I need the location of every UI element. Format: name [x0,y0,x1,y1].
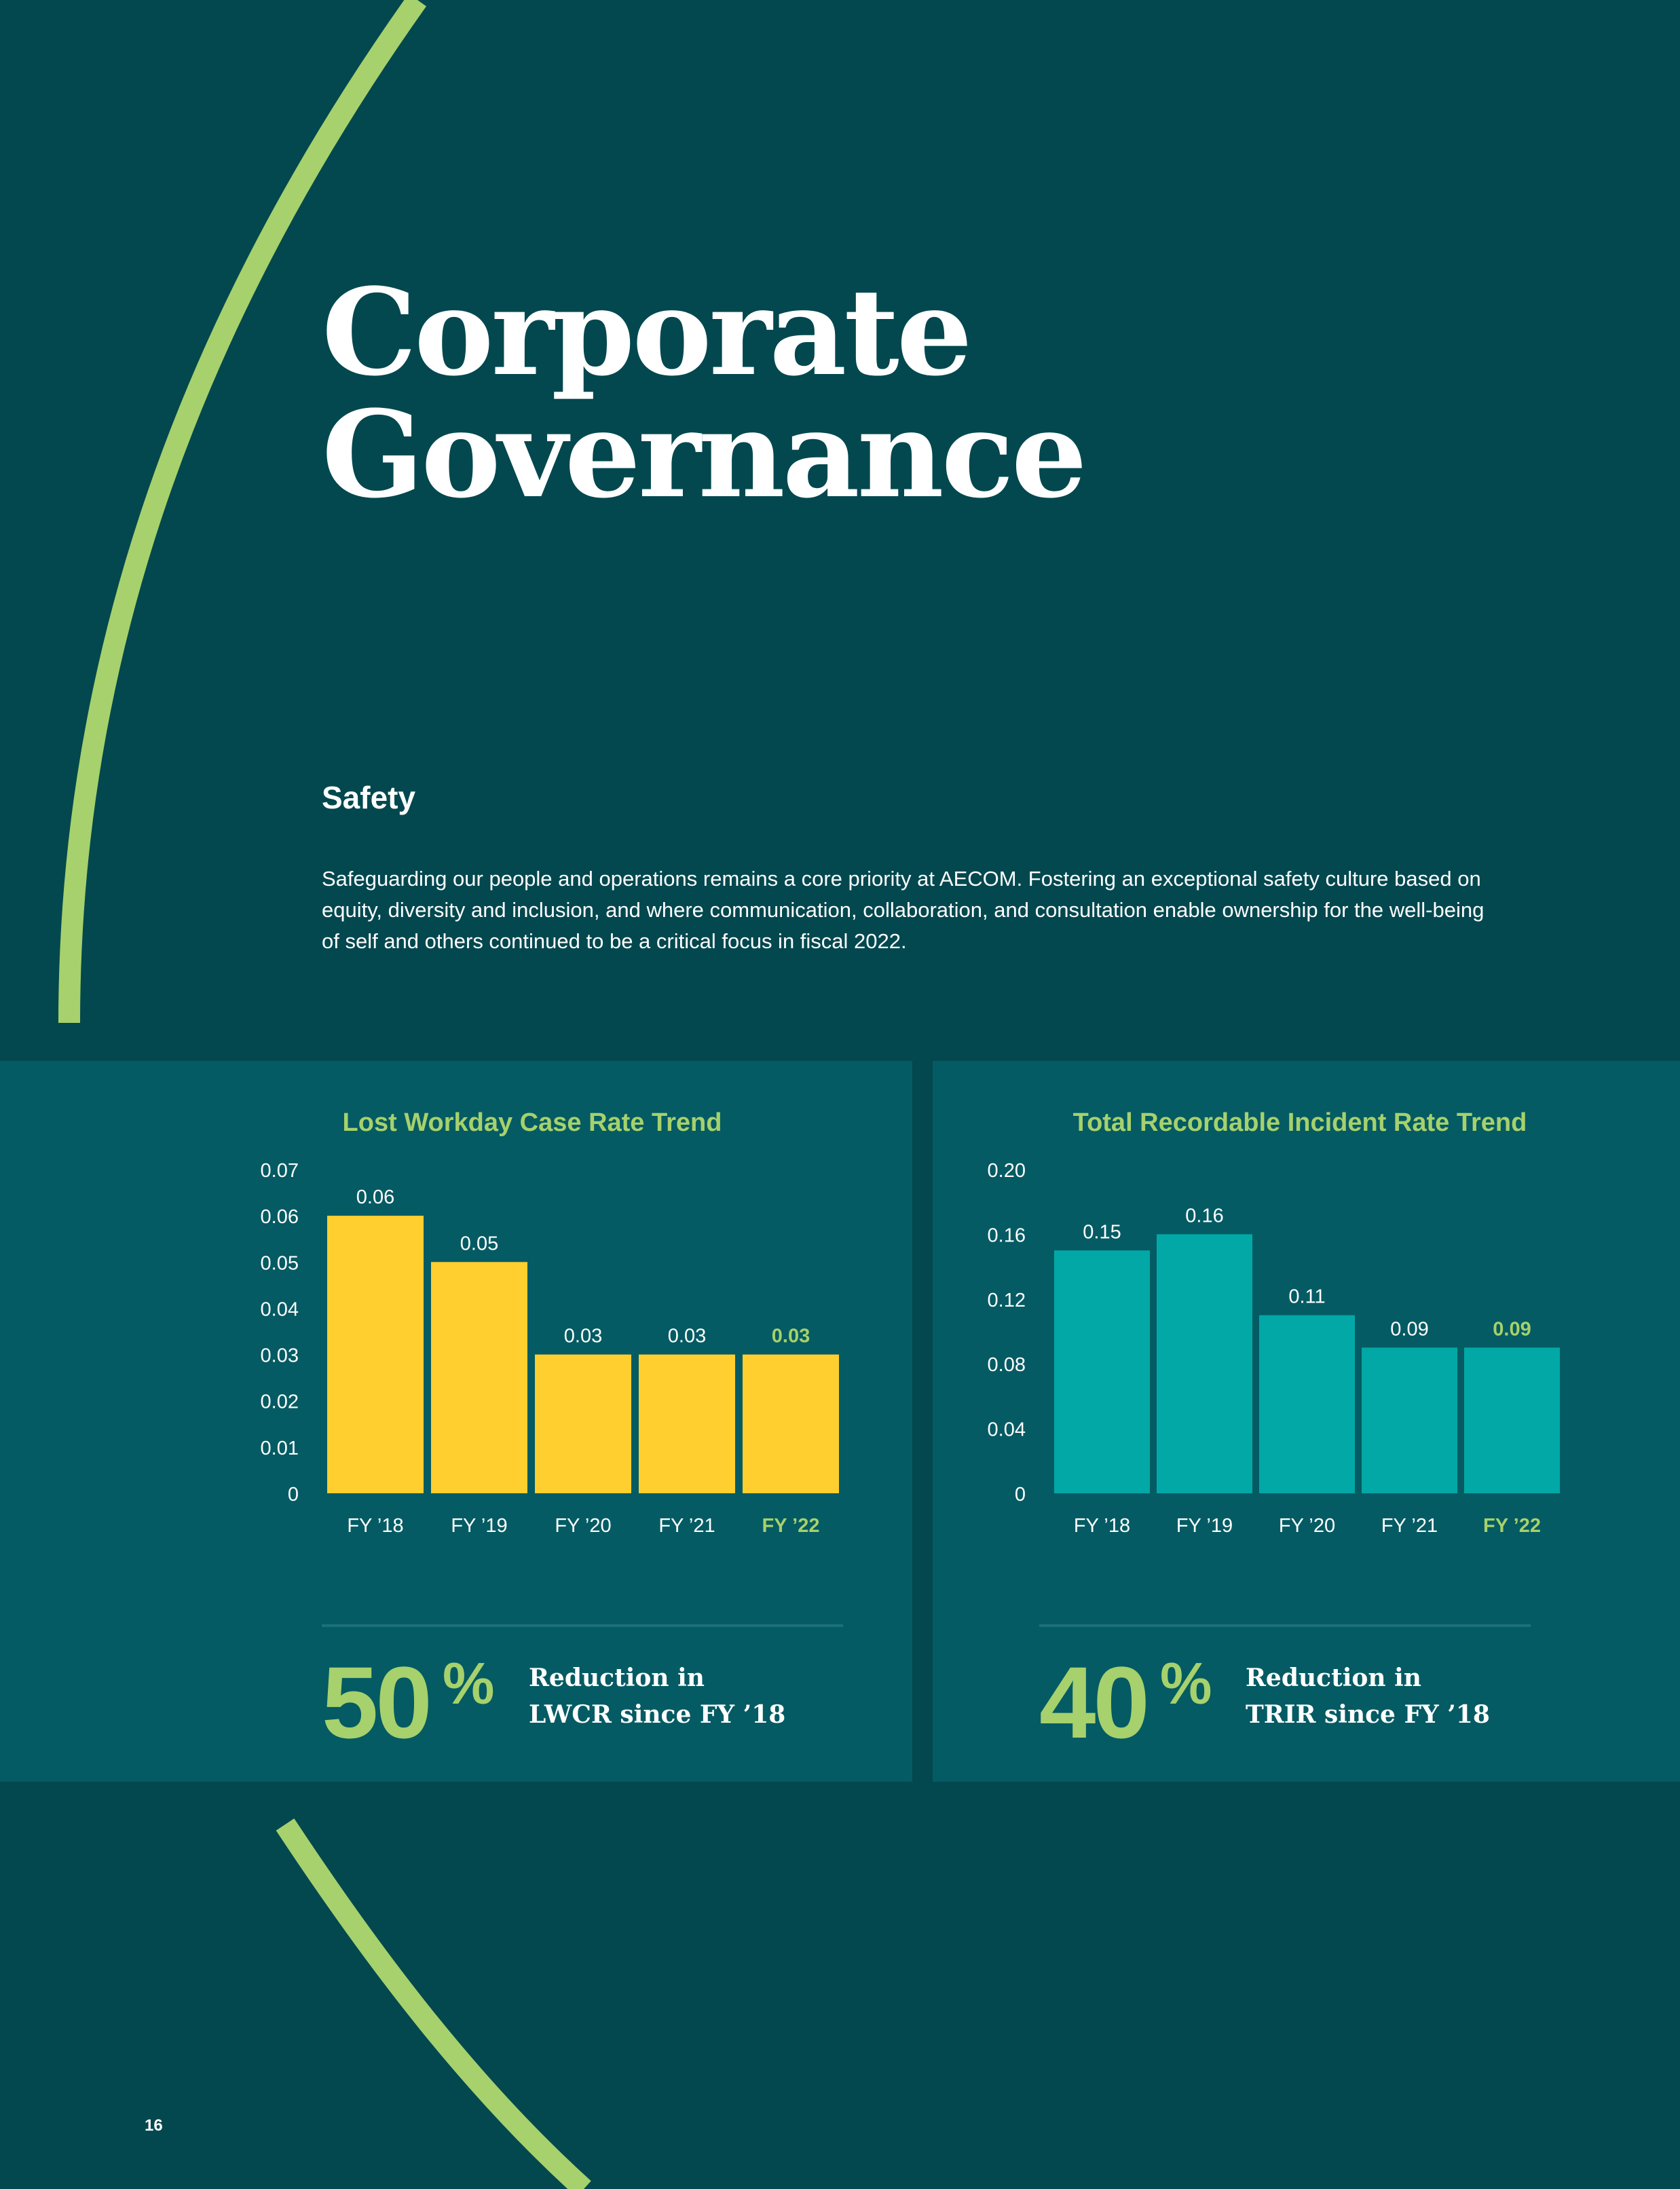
trir-bar-1 [1157,1234,1252,1493]
lwcr-panel: Lost Workday Case Rate Trend 0 0.01 0.02 0.0… [0,1061,912,1782]
trir-xtick-1: FY ’19 [1176,1515,1233,1537]
trir-stat-caption: Reduction in TRIR since FY ’18 [1246,1660,1490,1733]
lwcr-value-label-2: 0.03 [564,1326,602,1347]
trir-bar-0 [1054,1250,1150,1493]
trir-stat-number: 40 [1039,1645,1150,1759]
top-arc [58,0,427,1024]
lwcr-value-label-4: 0.03 [772,1326,810,1347]
trir-chart: Total Recordable Incident Rate Trend 0 0.0… [988,1108,1560,1537]
lwcr-value-label-0: 0.06 [356,1186,394,1208]
trir-value-label-0: 0.15 [1083,1221,1121,1243]
lwcr-ytick-2: 0.02 [261,1391,299,1413]
lwcr-xtick-2: FY ’20 [555,1515,611,1537]
trir-bar-4 [1464,1347,1560,1493]
lwcr-xtick-3: FY ’21 [658,1515,715,1537]
trir-ytick-0: 0 [1015,1484,1026,1505]
trir-ytick-1: 0.04 [988,1419,1026,1441]
trir-bar-3 [1362,1347,1457,1493]
trir-xtick-3: FY ’21 [1381,1515,1438,1537]
trir-chart-title: Total Recordable Incident Rate Trend [1073,1108,1527,1137]
trir-ytick-3: 0.12 [988,1290,1026,1311]
trir-xtick-0: FY ’18 [1074,1515,1130,1537]
lwcr-stat-divider [322,1624,843,1627]
lwcr-ytick-3: 0.03 [261,1345,299,1367]
lwcr-caption-line-2: LWCR since FY ’18 [529,1700,786,1729]
lwcr-chart: Lost Workday Case Rate Trend 0 0.01 0.02 0.0… [261,1108,839,1537]
trir-value-label-3: 0.09 [1390,1318,1428,1340]
bottom-arc [276,1818,591,2189]
lwcr-value-label-1: 0.05 [460,1233,498,1254]
lwcr-caption-line-1: Reduction in [529,1664,705,1692]
lwcr-ytick-4: 0.04 [261,1298,299,1320]
title-line-1: Corporate [322,262,973,403]
lwcr-stat-percent: % [443,1651,495,1717]
title-line-2: Governance [322,384,1087,525]
lwcr-bar-1 [431,1262,527,1493]
trir-caption-line-2: TRIR since FY ’18 [1246,1700,1490,1729]
section-heading: Safety [322,780,416,815]
lwcr-chart-title: Lost Workday Case Rate Trend [343,1108,722,1137]
trir-xtick-4: FY ’22 [1483,1515,1541,1537]
page-title: Corporate Governance [322,262,1087,525]
page-number: 16 [145,2116,163,2135]
trir-value-label-4: 0.09 [1493,1318,1531,1340]
lwcr-stat-number: 50 [322,1645,432,1759]
trir-value-label-2: 0.11 [1288,1286,1325,1308]
lwcr-xtick-4: FY ’22 [762,1515,820,1537]
lwcr-bar-3 [639,1354,735,1493]
trir-panel: Total Recordable Incident Rate Trend 0 0.0… [933,1061,1680,1782]
trir-stat-divider [1039,1624,1531,1627]
lwcr-stat-caption: Reduction in LWCR since FY ’18 [529,1660,785,1733]
lwcr-ytick-0: 0 [288,1484,299,1505]
lwcr-ytick-1: 0.01 [261,1438,299,1459]
trir-ytick-4: 0.16 [988,1224,1026,1246]
trir-ytick-5: 0.20 [988,1160,1026,1182]
trir-value-label-1: 0.16 [1185,1205,1223,1227]
lwcr-xtick-0: FY ’18 [347,1515,403,1537]
lwcr-ytick-7: 0.07 [261,1160,299,1182]
lwcr-ytick-6: 0.06 [261,1206,299,1228]
trir-ytick-2: 0.08 [988,1354,1026,1376]
lwcr-xtick-1: FY ’19 [451,1515,507,1537]
lwcr-bar-2 [535,1354,631,1493]
trir-stat-percent: % [1160,1651,1212,1717]
trir-caption-line-1: Reduction in [1246,1664,1421,1692]
lwcr-value-label-3: 0.03 [668,1326,706,1347]
trir-xtick-2: FY ’20 [1279,1515,1335,1537]
lwcr-bar-0 [327,1216,424,1493]
trir-bar-2 [1259,1315,1355,1493]
lwcr-bar-4 [743,1354,839,1493]
lwcr-ytick-5: 0.05 [261,1252,299,1274]
intro-paragraph: Safeguarding our people and operations r… [322,867,1485,953]
